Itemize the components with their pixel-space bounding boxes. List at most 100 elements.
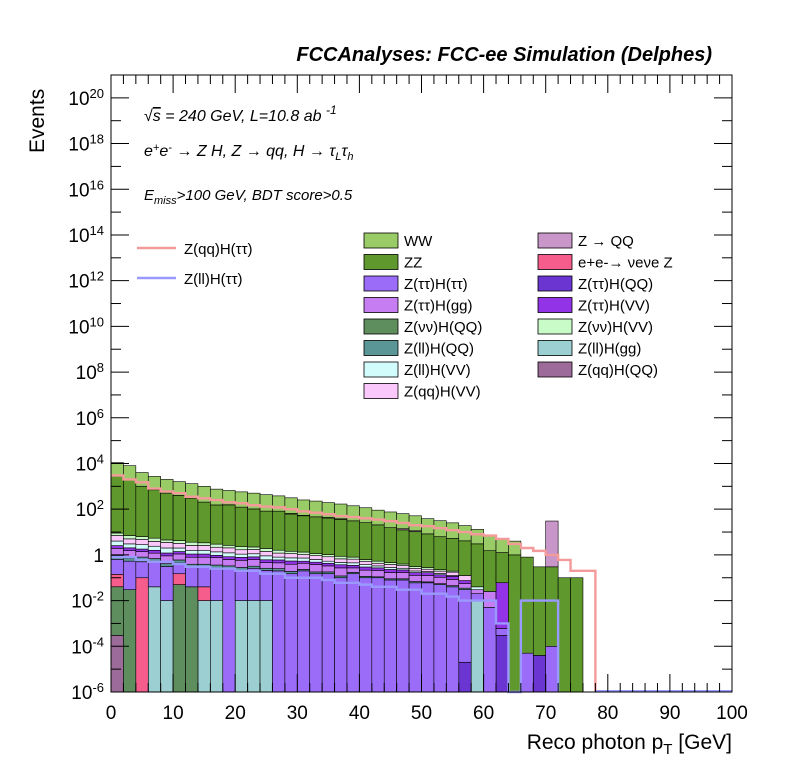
y-tick-label: 108 — [76, 360, 104, 384]
bar — [222, 547, 236, 554]
bar — [309, 555, 323, 560]
bar — [446, 579, 460, 586]
bar — [346, 567, 360, 573]
bar — [197, 553, 211, 558]
bar — [234, 491, 248, 508]
bar — [458, 583, 472, 589]
bar — [371, 570, 385, 578]
bar — [470, 586, 484, 590]
bar — [110, 540, 124, 546]
bar — [470, 589, 484, 595]
bar — [296, 551, 311, 555]
bar — [234, 600, 248, 693]
y-axis: 10-6 10-4 10-2 1 102 104 106 108 1010 1012 1014 101… — [68, 74, 732, 704]
legend-label: Z(ll)H(gg) — [578, 341, 641, 358]
bar — [185, 553, 199, 558]
bar — [284, 573, 298, 693]
annotation-energy-lumi: √s = 240 GeV, L=10.8 ab -1 — [144, 103, 337, 125]
bar — [284, 553, 298, 559]
bar — [147, 545, 161, 551]
bar — [234, 506, 248, 548]
legend-label: Z(ττ)H(ττ) — [404, 276, 468, 293]
bar — [334, 562, 348, 566]
bar — [234, 557, 248, 561]
bar — [359, 522, 373, 560]
bar — [383, 572, 397, 580]
bar — [222, 504, 236, 546]
bar — [160, 492, 174, 541]
bar — [147, 537, 161, 542]
legend-swatch — [537, 254, 573, 270]
bar — [185, 556, 199, 565]
bar — [197, 545, 211, 551]
bar — [470, 529, 484, 545]
x-tick-label: 90 — [659, 703, 680, 724]
bar — [321, 554, 335, 558]
bar — [210, 567, 224, 601]
bar — [135, 485, 149, 537]
bar — [408, 568, 422, 572]
y-tick-label: 10-2 — [71, 588, 104, 612]
y-axis-title: Events — [26, 89, 49, 153]
legend-swatch — [363, 232, 399, 249]
legend-swatch — [363, 275, 399, 292]
bar — [172, 553, 186, 561]
bar — [172, 547, 186, 552]
bar — [470, 600, 484, 693]
bar — [346, 556, 360, 560]
bar — [272, 570, 286, 693]
bar — [110, 535, 124, 542]
overlay-lines — [111, 474, 732, 694]
bar — [421, 533, 435, 568]
bar — [545, 566, 559, 647]
bar — [321, 560, 335, 564]
bar — [495, 552, 509, 584]
legend-swatch — [537, 318, 573, 335]
bar — [483, 607, 497, 693]
bar — [359, 569, 373, 577]
bar — [458, 575, 472, 581]
legend-label: Z(ττ)H(QQ) — [578, 276, 653, 293]
bar — [334, 564, 348, 569]
bar — [259, 562, 273, 569]
bar — [383, 579, 397, 693]
bar — [234, 546, 248, 551]
bar — [296, 570, 311, 693]
bar — [110, 574, 124, 588]
bar — [309, 559, 323, 563]
bar — [520, 652, 534, 693]
bar — [222, 568, 236, 693]
bar — [222, 552, 236, 558]
bar — [433, 536, 447, 570]
legend-label: Z(ll)H(VV) — [404, 362, 471, 379]
bar — [172, 573, 186, 585]
bar — [296, 554, 311, 559]
x-axis: 0 10 20 30 40 50 60 70 80 90 100 — [106, 75, 748, 724]
bar — [383, 527, 397, 563]
bar — [210, 557, 224, 566]
bar — [570, 577, 584, 693]
bar — [123, 547, 137, 551]
legend-swatch — [537, 361, 573, 378]
bar — [247, 553, 261, 558]
bar — [321, 556, 335, 562]
bar — [284, 557, 298, 562]
bar — [135, 577, 149, 693]
bar — [247, 508, 261, 548]
bar — [123, 538, 137, 545]
series-zz — [110, 475, 584, 693]
bar — [532, 655, 547, 693]
bar — [210, 543, 224, 548]
bar — [296, 560, 311, 564]
bar — [296, 562, 311, 570]
bar — [272, 495, 286, 512]
legend-label: Z(qq)H(ττ) — [184, 241, 253, 258]
bar — [408, 515, 422, 532]
bar — [247, 492, 261, 510]
bar — [247, 549, 261, 555]
bar — [359, 560, 373, 565]
bar — [185, 497, 199, 543]
legend-swatch — [537, 232, 573, 249]
bar — [296, 499, 311, 516]
bar — [284, 563, 298, 572]
